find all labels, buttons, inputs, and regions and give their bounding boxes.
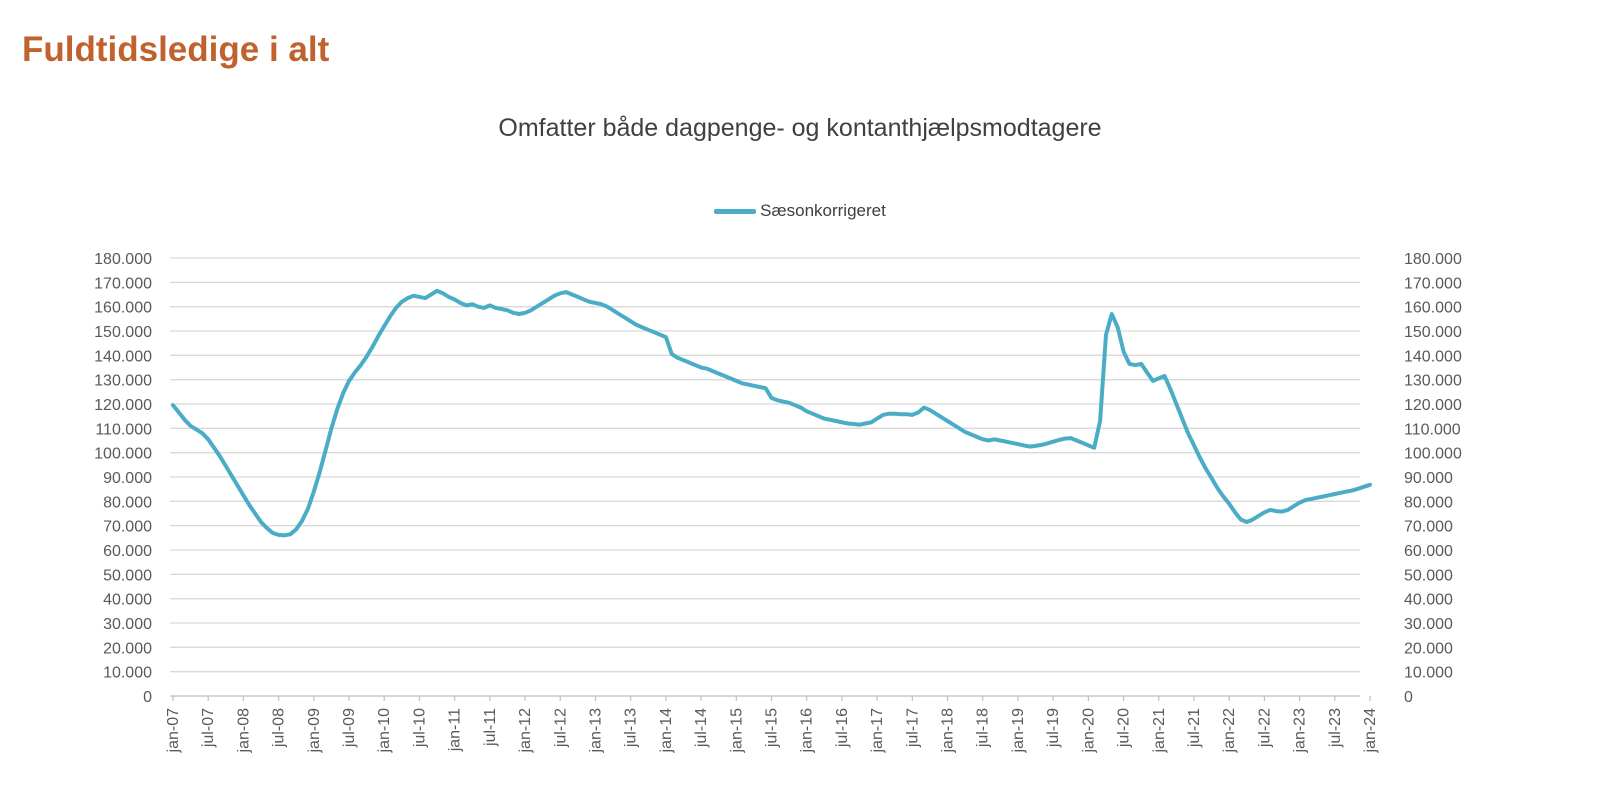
y-axis-label-right: 30.000 <box>1404 616 1453 633</box>
y-axis-label-right: 50.000 <box>1404 567 1453 584</box>
y-axis-label-left: 120.000 <box>94 397 152 414</box>
x-axis-label: jul-10 <box>411 708 428 748</box>
y-axis-label-right: 120.000 <box>1404 397 1462 414</box>
x-axis-label: jul-20 <box>1116 708 1133 748</box>
y-axis-label-left: 50.000 <box>103 567 152 584</box>
y-axis-label-left: 130.000 <box>94 373 152 390</box>
y-axis-label-right: 150.000 <box>1404 324 1462 341</box>
x-axis-label: jul-17 <box>904 708 921 748</box>
y-axis-label-left: 160.000 <box>94 300 152 317</box>
x-axis-label: jan-16 <box>799 708 816 754</box>
x-axis-label: jan-20 <box>1080 708 1097 754</box>
chart-title: Omfatter både dagpenge- og kontanthjælps… <box>498 114 1102 142</box>
x-axis-label: jul-11 <box>482 708 499 747</box>
y-axis-label-left: 140.000 <box>94 348 152 365</box>
x-axis-label: jan-10 <box>376 708 393 754</box>
x-axis-label: jul-18 <box>975 708 992 748</box>
y-axis-label-left: 170.000 <box>94 275 152 292</box>
y-axis-label-left: 100.000 <box>94 446 152 463</box>
y-axis-label-right: 20.000 <box>1404 640 1453 657</box>
x-axis-label: jan-23 <box>1292 708 1309 754</box>
x-axis-label: jul-15 <box>764 708 781 748</box>
x-axis-label: jul-09 <box>341 708 358 748</box>
x-axis-label: jan-13 <box>587 708 604 754</box>
x-axis-label: jan-21 <box>1151 708 1168 754</box>
x-axis-label: jan-08 <box>235 708 252 754</box>
y-axis-label-right: 110.000 <box>1404 421 1461 438</box>
x-axis-label: jan-07 <box>165 708 182 754</box>
series-line-saesonkorrigeret <box>171 288 1372 538</box>
y-axis-label-right: 0 <box>1404 689 1413 706</box>
x-axis-label: jul-14 <box>693 708 710 748</box>
y-axis-label-right: 160.000 <box>1404 300 1462 317</box>
y-axis-label-right: 10.000 <box>1404 665 1453 682</box>
y-axis-label-left: 20.000 <box>103 640 152 657</box>
y-axis-label-right: 40.000 <box>1404 592 1453 609</box>
x-axis-label: jul-21 <box>1186 708 1203 748</box>
y-axis-label-left: 10.000 <box>103 665 152 682</box>
y-axis-label-right: 80.000 <box>1404 494 1453 511</box>
x-axis-label: jul-16 <box>834 708 851 748</box>
y-axis-label-right: 140.000 <box>1404 348 1462 365</box>
x-axis-label: jan-12 <box>517 708 534 754</box>
x-axis-label: jan-11 <box>447 708 464 752</box>
x-axis-label: jan-17 <box>869 708 886 754</box>
y-axis-label-left: 70.000 <box>103 519 152 536</box>
y-axis-label-right: 100.000 <box>1404 446 1462 463</box>
y-axis-label-right: 90.000 <box>1404 470 1453 487</box>
x-axis-label: jul-07 <box>200 708 217 748</box>
page-title: Fuldtidsledige i alt <box>22 30 330 69</box>
y-axis-label-left: 90.000 <box>103 470 152 487</box>
x-axis-label: jul-19 <box>1045 708 1062 748</box>
x-axis-label: jan-15 <box>728 708 745 754</box>
x-axis-label: jul-23 <box>1327 708 1344 748</box>
y-axis-label-right: 70.000 <box>1404 519 1453 536</box>
y-axis-label-right: 180.000 <box>1404 251 1462 268</box>
y-axis-label-right: 130.000 <box>1404 373 1462 390</box>
y-axis-label-left: 110.000 <box>95 421 152 438</box>
x-axis-label: jul-08 <box>271 708 288 748</box>
x-axis-label: jul-13 <box>623 708 640 748</box>
y-axis-label-left: 60.000 <box>103 543 152 560</box>
y-axis-label-left: 0 <box>143 689 152 706</box>
y-axis-label-left: 150.000 <box>94 324 152 341</box>
y-axis-label-left: 80.000 <box>103 494 152 511</box>
y-axis-label-right: 170.000 <box>1404 275 1462 292</box>
x-axis-label: jan-18 <box>940 708 957 754</box>
legend-line-swatch <box>714 208 757 214</box>
y-axis-label-left: 30.000 <box>103 616 152 633</box>
y-axis-label-left: 180.000 <box>94 251 152 268</box>
x-axis-label: jan-22 <box>1221 708 1238 754</box>
x-axis-label: jan-24 <box>1362 708 1379 754</box>
legend-label: Sæsonkorrigeret <box>760 201 886 220</box>
y-axis-label-left: 40.000 <box>103 592 152 609</box>
x-axis-label: jan-19 <box>1010 708 1027 754</box>
x-axis-label: jan-09 <box>306 708 323 754</box>
legend: Sæsonkorrigeret <box>0 200 1600 222</box>
x-axis-label: jul-12 <box>552 708 569 748</box>
x-axis-label: jul-22 <box>1256 708 1273 748</box>
y-axis-label-right: 60.000 <box>1404 543 1453 560</box>
x-axis-label: jan-14 <box>658 708 675 754</box>
